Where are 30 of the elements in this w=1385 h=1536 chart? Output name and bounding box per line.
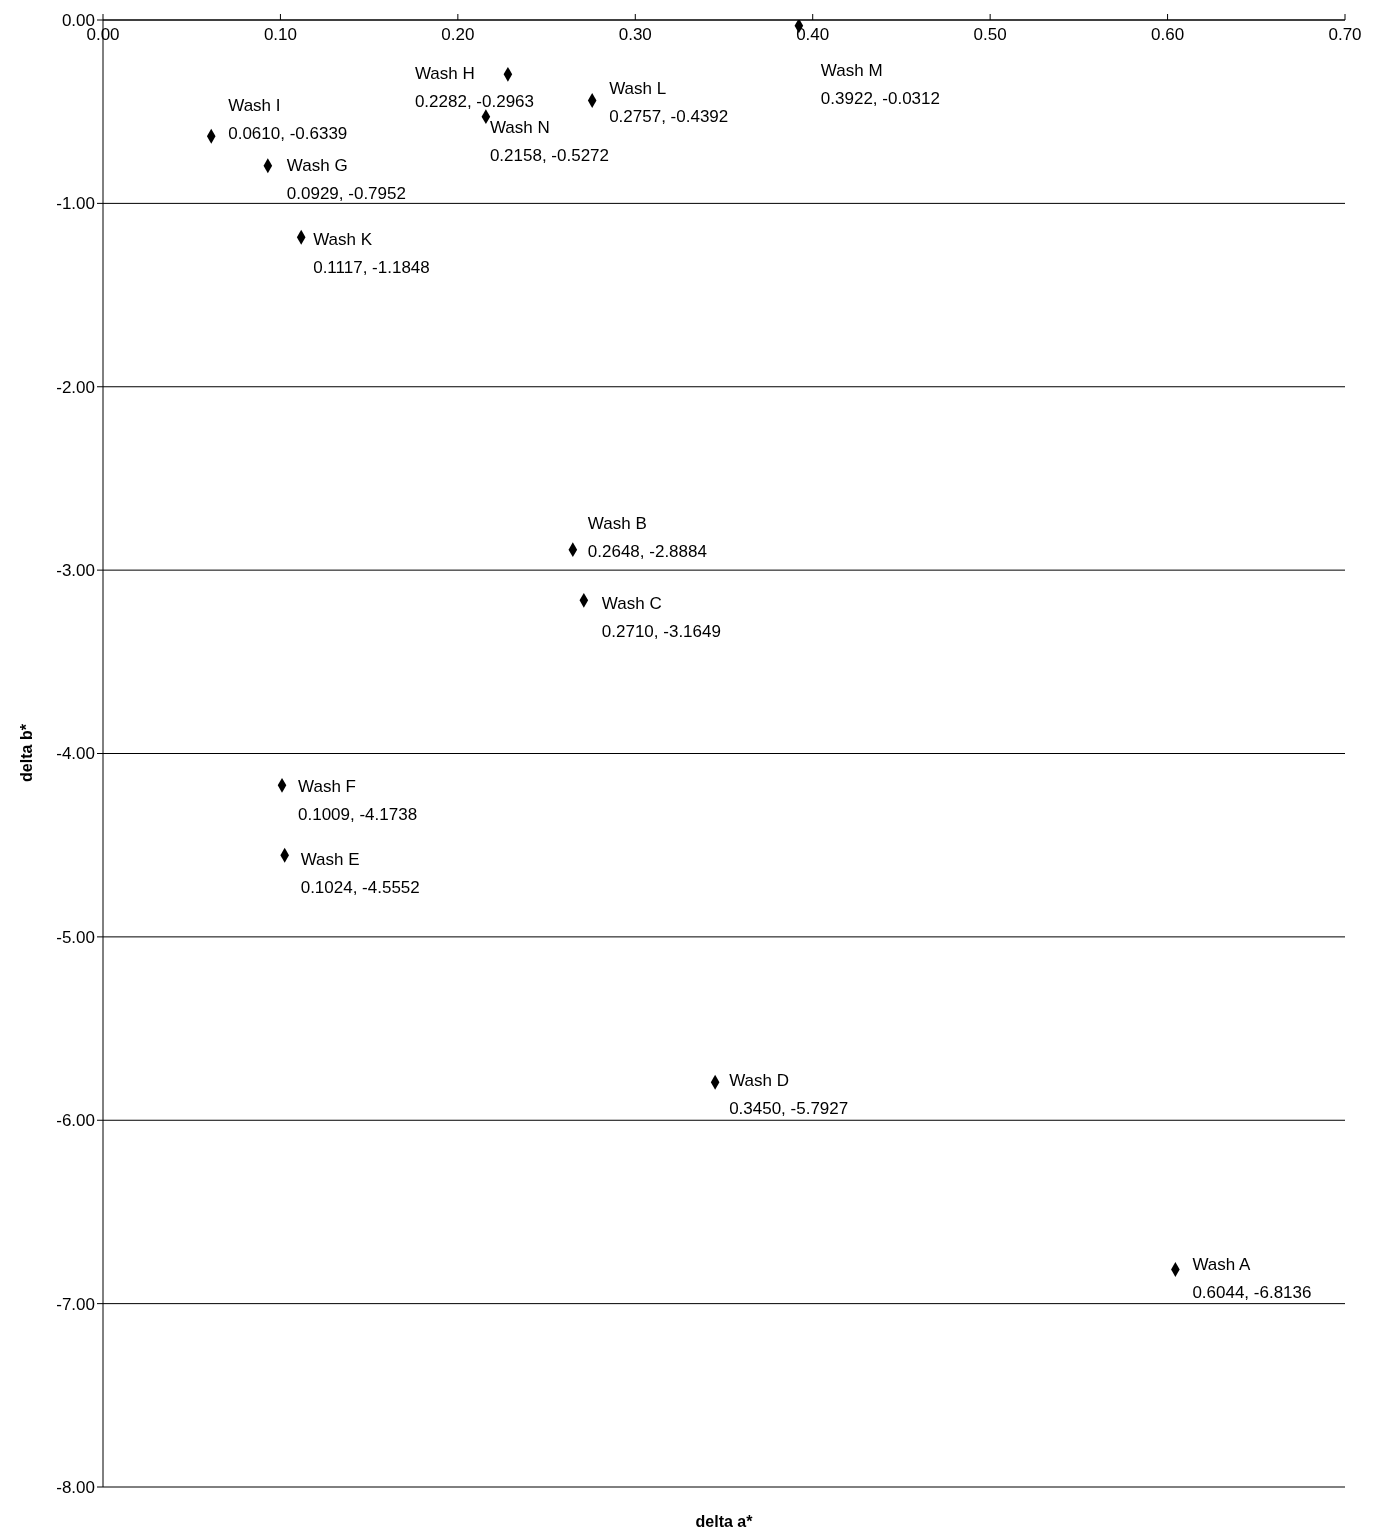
data-label: Wash F 0.1009, -4.1738 <box>298 776 418 824</box>
y-tick-label: -6.00 <box>56 1111 95 1131</box>
x-tick-label: 0.20 <box>441 25 475 44</box>
data-label: Wash M 0.3922, -0.0312 <box>820 60 940 108</box>
x-tick-label: 0.30 <box>618 25 652 44</box>
x-tick-label: 0.50 <box>973 25 1007 44</box>
data-label: Wash H 0.2282, -0.2963 <box>414 63 534 111</box>
data-label: Wash I 0.0610, -0.6339 <box>228 95 348 143</box>
y-tick-label: -3.00 <box>56 561 95 581</box>
y-tick-label: -7.00 <box>56 1294 95 1314</box>
x-tick-label: 0.00 <box>86 25 120 44</box>
y-axis-title: delta b* <box>18 724 36 782</box>
data-label: Wash G 0.0929, -0.7952 <box>286 155 406 203</box>
data-label: Wash C 0.2710, -3.1649 <box>601 593 721 641</box>
x-tick-label: 0.10 <box>263 25 297 44</box>
y-tick-label: -5.00 <box>56 927 95 947</box>
y-tick-label: -4.00 <box>56 744 95 764</box>
y-tick-label: -2.00 <box>56 377 95 397</box>
data-label: Wash E 0.1024, -4.5552 <box>300 849 420 897</box>
data-label: Wash N 0.2158, -0.5272 <box>489 117 609 165</box>
y-tick-label: -1.00 <box>56 194 95 214</box>
data-label: Wash L 0.2757, -0.4392 <box>609 78 729 126</box>
x-axis-title: delta a* <box>694 1513 754 1531</box>
data-label: Wash K 0.1117, -1.1848 <box>313 229 430 277</box>
data-label: Wash D 0.3450, -5.7927 <box>729 1070 849 1118</box>
data-label: Wash A 0.6044, -6.8136 <box>1192 1254 1312 1302</box>
x-tick-label: 0.70 <box>1328 25 1362 44</box>
y-tick-label: -8.00 <box>56 1477 95 1497</box>
data-label: Wash B 0.2648, -2.8884 <box>587 513 707 561</box>
x-tick-label: 0.60 <box>1151 25 1185 44</box>
